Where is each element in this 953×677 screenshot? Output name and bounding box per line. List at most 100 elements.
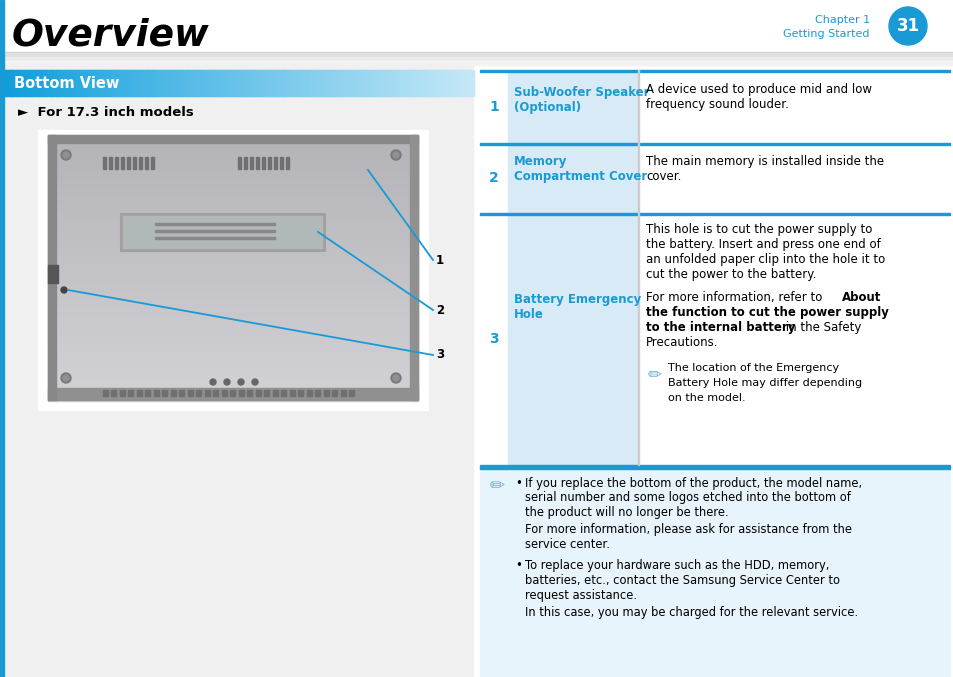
Bar <box>123 216 322 248</box>
Bar <box>48 214 417 215</box>
Text: (Optional): (Optional) <box>514 101 580 114</box>
Bar <box>336 70 340 96</box>
Bar <box>145 157 148 169</box>
Text: 2: 2 <box>436 303 444 317</box>
Bar <box>48 393 417 395</box>
Bar <box>163 70 167 96</box>
Bar <box>48 235 417 236</box>
Bar <box>110 70 112 96</box>
Bar <box>168 70 172 96</box>
Bar <box>48 210 417 211</box>
Bar <box>262 70 265 96</box>
Bar <box>74 70 77 96</box>
Bar <box>442 70 445 96</box>
Bar <box>48 310 417 311</box>
Bar <box>48 197 417 198</box>
Bar <box>129 390 133 396</box>
Bar <box>48 142 417 144</box>
Bar <box>13 70 17 96</box>
Bar <box>48 281 417 282</box>
Bar <box>48 154 417 156</box>
Bar <box>48 186 417 188</box>
Bar <box>98 70 101 96</box>
Bar <box>139 157 142 169</box>
Bar <box>137 390 142 396</box>
Bar <box>479 143 949 144</box>
Bar <box>245 70 249 96</box>
Bar <box>38 130 428 410</box>
Bar <box>48 187 417 188</box>
Text: 2: 2 <box>489 171 498 185</box>
Bar <box>283 70 286 96</box>
Text: For more information, refer to: For more information, refer to <box>645 291 825 304</box>
Bar <box>275 70 279 96</box>
Bar <box>48 258 417 259</box>
Text: For more information, please ask for assistance from the: For more information, please ask for ass… <box>524 523 851 536</box>
Bar <box>48 291 417 292</box>
Bar <box>48 344 417 345</box>
Bar <box>290 70 294 96</box>
Bar <box>48 335 417 336</box>
Bar <box>48 203 417 204</box>
Bar <box>48 150 417 152</box>
Bar <box>324 390 329 396</box>
Bar <box>437 70 440 96</box>
Bar <box>247 390 253 396</box>
Bar <box>236 70 239 96</box>
Bar <box>48 356 417 357</box>
Bar <box>48 193 417 194</box>
Bar <box>307 390 312 396</box>
Bar <box>154 70 157 96</box>
Bar <box>48 252 417 253</box>
Bar <box>48 371 417 372</box>
Bar <box>339 70 342 96</box>
Bar <box>198 70 202 96</box>
Bar <box>109 157 112 169</box>
Bar <box>301 70 305 96</box>
Bar <box>48 199 417 200</box>
Text: Hole: Hole <box>514 308 543 321</box>
Bar <box>48 350 417 351</box>
Bar <box>48 395 417 397</box>
Bar <box>192 70 194 96</box>
Bar <box>48 320 417 322</box>
Bar <box>280 157 283 169</box>
Text: •: • <box>515 559 521 573</box>
Bar <box>48 383 417 385</box>
Bar <box>9 70 12 96</box>
Bar <box>273 390 277 396</box>
Bar <box>48 372 417 374</box>
Bar <box>48 304 417 305</box>
Bar <box>105 70 108 96</box>
Text: Bottom View: Bottom View <box>14 76 119 91</box>
Bar <box>30 70 33 96</box>
Bar <box>439 70 443 96</box>
Bar <box>465 70 469 96</box>
Bar <box>294 70 297 96</box>
Bar <box>349 390 355 396</box>
Circle shape <box>63 375 69 381</box>
Bar <box>102 70 106 96</box>
Bar <box>48 276 417 278</box>
Bar <box>48 241 417 242</box>
Bar <box>158 70 162 96</box>
Bar <box>48 237 417 238</box>
Bar <box>48 277 417 278</box>
Bar <box>189 70 193 96</box>
Bar <box>48 248 417 250</box>
Bar <box>48 243 417 244</box>
Bar <box>253 70 255 96</box>
Bar <box>48 362 417 364</box>
Bar <box>114 70 117 96</box>
Bar <box>231 390 235 396</box>
Bar <box>306 70 310 96</box>
Bar <box>479 213 949 215</box>
Bar <box>48 183 417 185</box>
Bar <box>370 70 373 96</box>
Bar <box>407 70 410 96</box>
Bar <box>100 70 103 96</box>
Bar <box>48 316 417 318</box>
Bar <box>48 244 417 246</box>
Bar <box>250 157 253 169</box>
Text: the function to cut the power supply: the function to cut the power supply <box>645 306 888 319</box>
